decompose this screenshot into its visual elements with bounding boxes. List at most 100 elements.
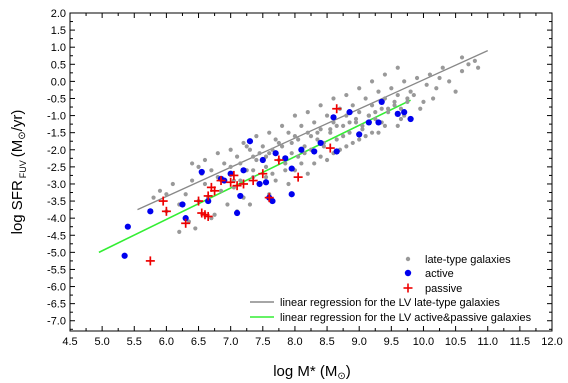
y-axis-title-sun: ⊙ <box>17 131 28 139</box>
point-late-type <box>260 144 265 149</box>
point-active <box>262 179 270 186</box>
y-axis-title-main: log SFR <box>9 180 26 234</box>
y-tick-label: 0.5 <box>51 59 66 71</box>
point-late-type <box>379 106 384 111</box>
point-late-type <box>283 168 288 173</box>
point-passive <box>293 172 303 182</box>
point-late-type <box>353 116 359 122</box>
y-tick-label: -1.0 <box>47 111 66 123</box>
point-late-type <box>328 130 333 135</box>
point-late-type <box>270 171 275 176</box>
point-late-type <box>475 65 481 70</box>
point-late-type <box>347 130 352 135</box>
point-late-type <box>267 130 272 135</box>
x-tick-label: 8.5 <box>319 336 334 348</box>
point-late-type <box>283 161 288 166</box>
point-late-type <box>328 127 333 132</box>
point-late-type <box>228 147 233 152</box>
point-late-type <box>263 175 269 180</box>
point-active <box>298 146 305 153</box>
point-late-type <box>331 96 336 101</box>
point-late-type <box>357 110 362 115</box>
point-late-type <box>247 147 253 152</box>
point-late-type <box>405 99 410 105</box>
point-late-type <box>318 103 323 108</box>
point-active <box>401 109 408 116</box>
point-late-type <box>190 178 195 183</box>
point-late-type <box>447 79 452 84</box>
point-active <box>246 138 254 145</box>
point-late-type <box>453 89 458 94</box>
x-tick-label: 12.0 <box>541 336 562 348</box>
point-active <box>124 223 131 230</box>
point-late-type <box>376 130 381 135</box>
point-late-type <box>225 202 230 207</box>
x-tick-label: 5.5 <box>127 336 142 348</box>
point-late-type <box>402 79 407 84</box>
point-late-type <box>151 195 156 200</box>
point-active <box>356 131 363 138</box>
y-tick-label: 1.0 <box>51 42 66 54</box>
point-late-type <box>357 86 362 91</box>
point-late-type <box>440 65 445 70</box>
point-late-type <box>270 147 275 152</box>
y-tick-label: 2.0 <box>51 8 66 20</box>
point-active <box>407 115 414 123</box>
point-active <box>272 150 279 157</box>
point-late-type <box>276 140 281 146</box>
point-late-type <box>202 181 208 187</box>
legend-marker-active <box>404 269 412 277</box>
legend-label-active: active <box>425 268 454 280</box>
point-late-type <box>247 202 253 207</box>
point-passive <box>181 218 191 228</box>
point-late-type <box>273 137 278 142</box>
point-active <box>121 252 128 259</box>
point-late-type <box>238 161 243 166</box>
x-tick-label: 11.5 <box>510 336 531 348</box>
point-late-type <box>196 164 201 169</box>
point-late-type <box>251 154 256 159</box>
y-axis-title-units-close: /yr) <box>9 110 26 132</box>
x-axis-title: log M* (M⊙) <box>273 363 351 382</box>
plot-frame <box>69 12 553 332</box>
point-late-type <box>312 120 317 125</box>
point-late-type <box>418 106 423 111</box>
x-tick-label: 9.5 <box>384 336 399 348</box>
point-late-type <box>251 168 256 173</box>
point-late-type <box>392 99 397 105</box>
point-late-type <box>321 144 326 149</box>
axis-ticks <box>69 12 553 331</box>
point-active <box>240 167 247 174</box>
point-late-type <box>334 137 339 142</box>
point-late-type <box>472 58 477 63</box>
y-tick-label: -2.0 <box>47 145 66 157</box>
point-late-type <box>292 113 298 118</box>
point-late-type <box>411 92 416 98</box>
point-late-type <box>315 137 320 142</box>
point-active <box>237 192 244 200</box>
point-late-type <box>289 140 294 146</box>
y-tick-label: -2.5 <box>47 162 66 174</box>
y-tick-label: -3.0 <box>47 179 66 191</box>
y-tick-label: -5.5 <box>47 264 66 276</box>
point-late-type <box>347 120 352 125</box>
point-late-type <box>376 89 381 94</box>
point-late-type <box>299 161 304 166</box>
point-late-type <box>369 79 375 84</box>
y-tick-label: -6.0 <box>47 282 66 294</box>
point-active <box>333 148 340 155</box>
point-late-type <box>212 212 217 217</box>
point-late-type <box>218 188 224 193</box>
legend-marker-passive <box>403 283 413 293</box>
point-late-type <box>382 72 388 77</box>
x-tick-label: 7.5 <box>255 336 270 348</box>
point-late-type <box>299 123 304 128</box>
point-late-type <box>215 151 220 156</box>
point-passive <box>216 176 226 186</box>
point-late-type <box>257 151 262 156</box>
point-late-type <box>263 154 269 159</box>
x-axis-title-main: log M* (M <box>273 363 337 380</box>
point-active <box>375 119 382 126</box>
point-passive <box>203 191 213 201</box>
point-late-type <box>369 130 375 135</box>
